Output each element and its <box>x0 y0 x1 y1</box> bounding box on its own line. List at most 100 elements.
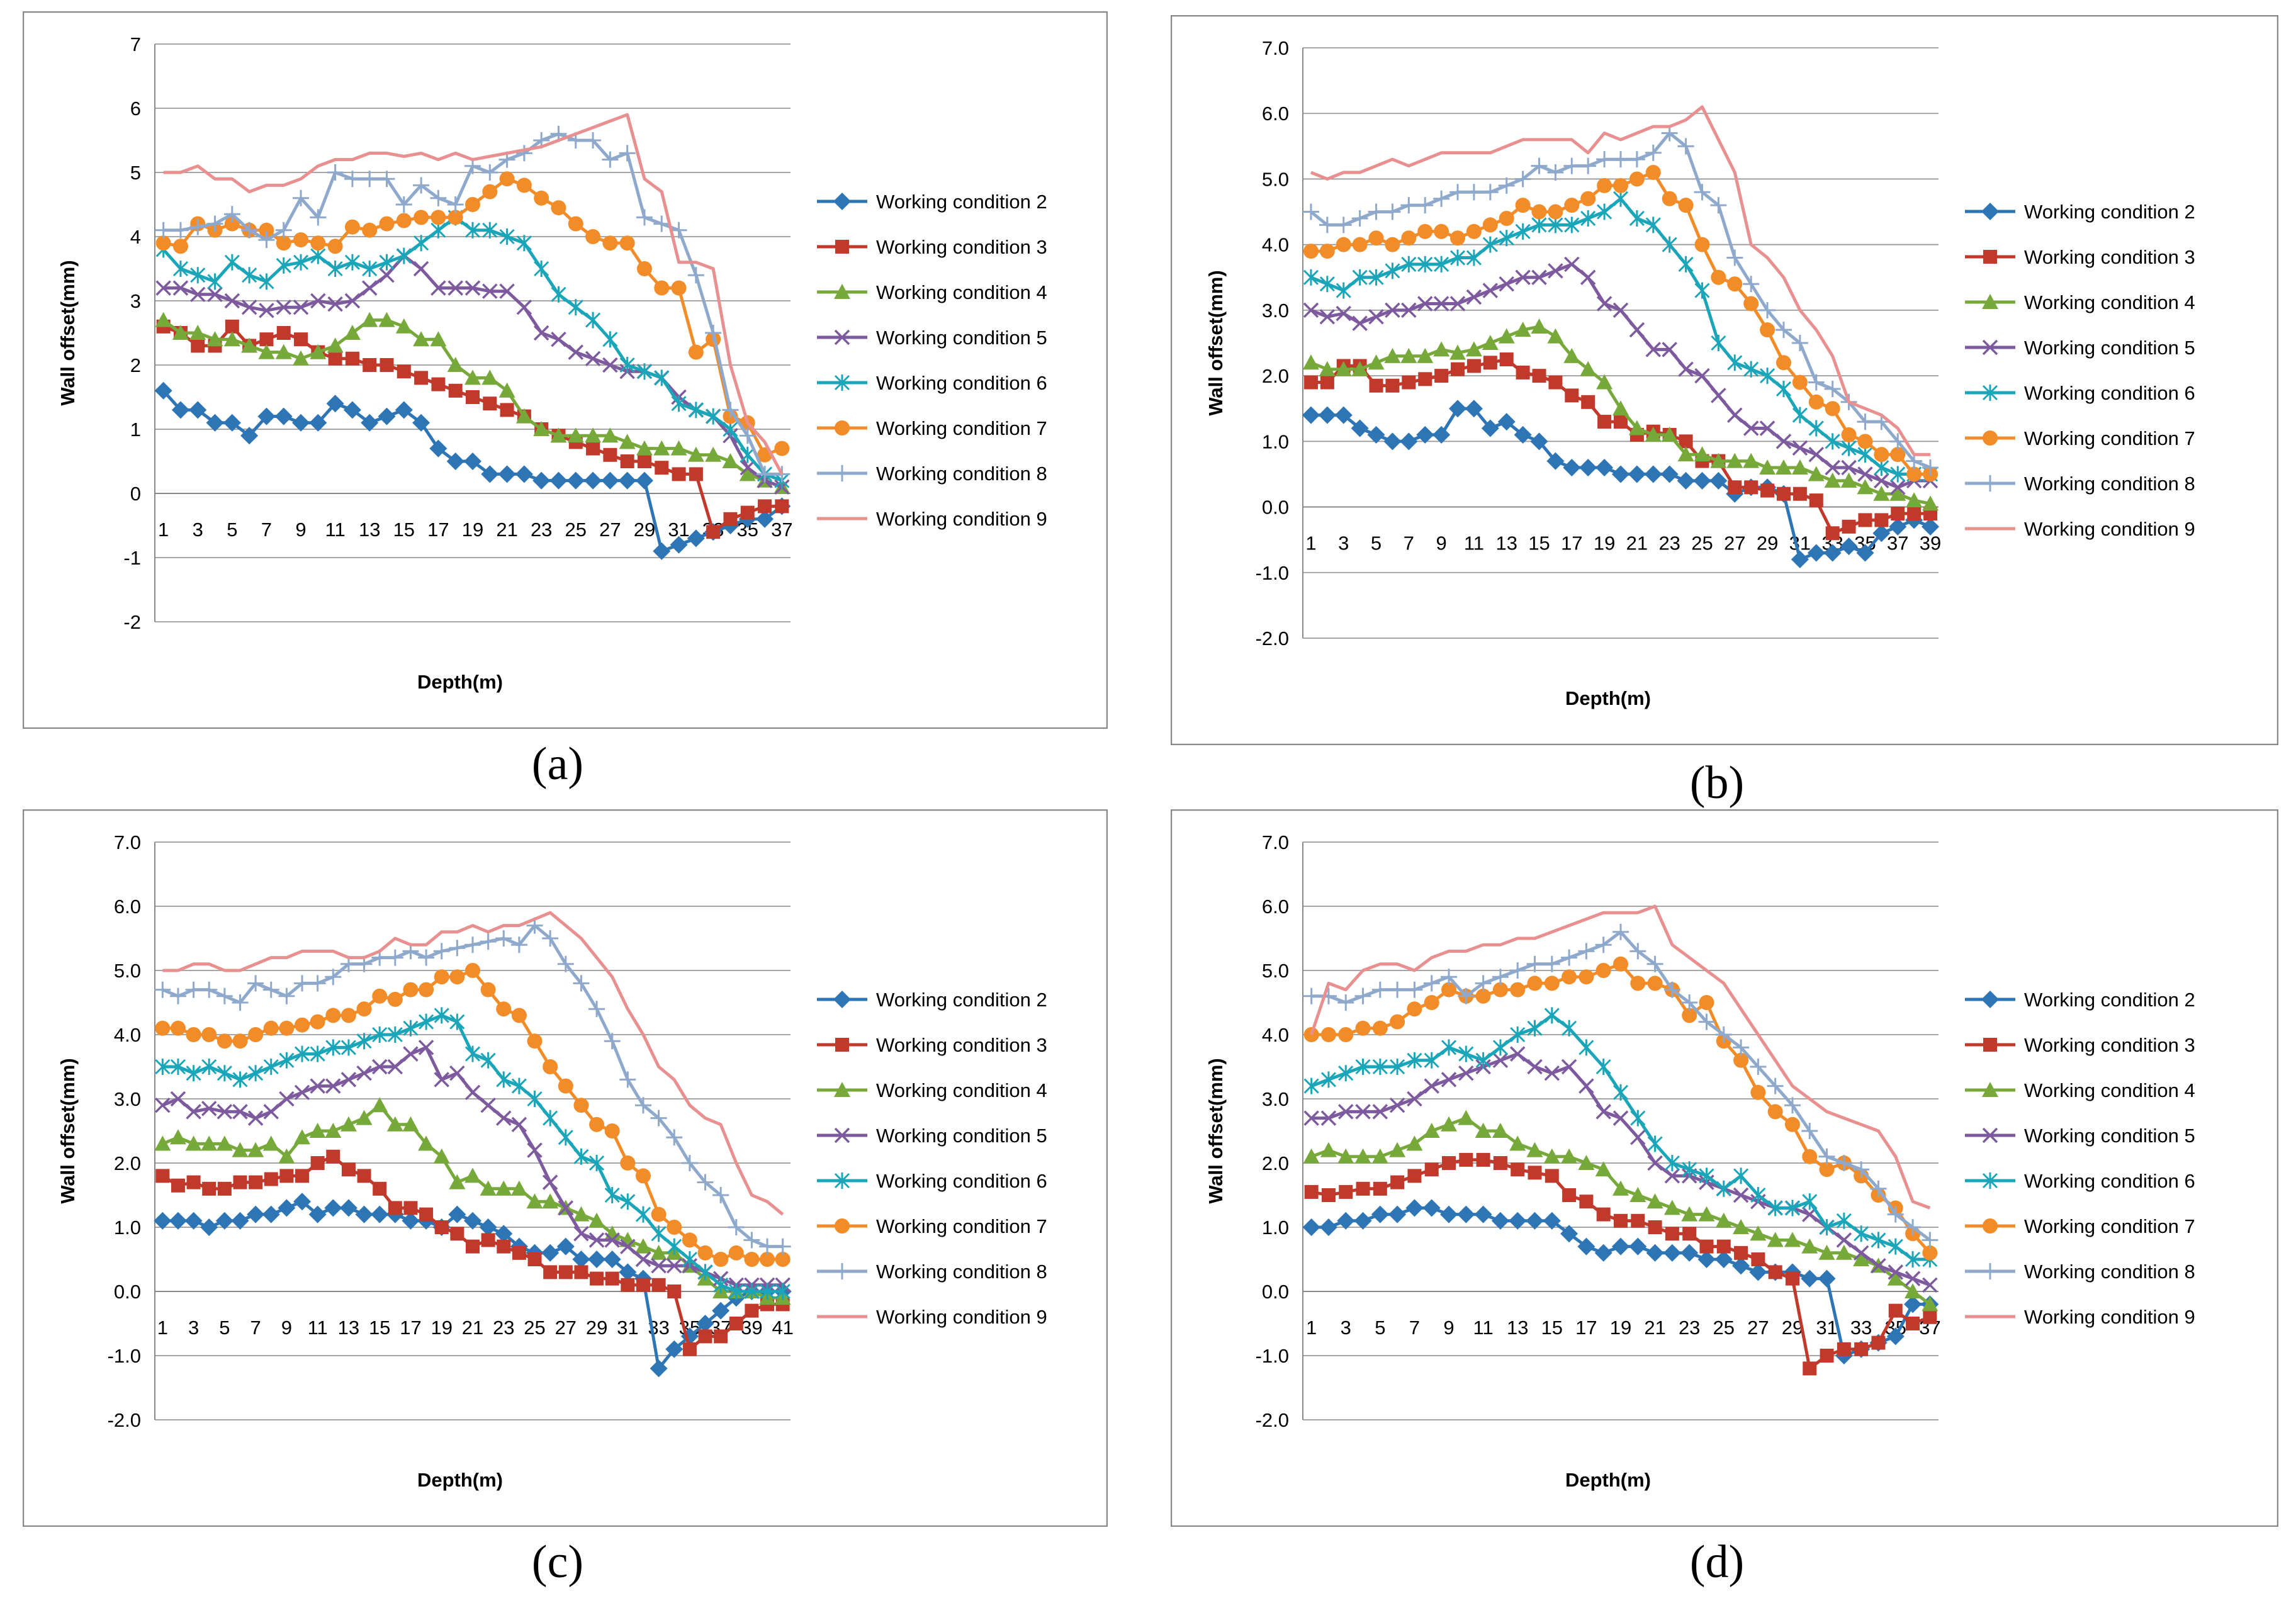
data-point <box>1449 249 1466 266</box>
x-tick-label: 27 <box>1747 1317 1769 1339</box>
data-point <box>1476 1152 1490 1167</box>
chart-b: -2.0-1.00.01.02.03.04.05.06.07.01 3 5 7 9 11 1… <box>1171 15 2278 745</box>
data-point <box>651 1278 666 1292</box>
data-point <box>1526 1142 1543 1157</box>
y-tick-label: 5.0 <box>1262 168 1289 190</box>
data-point <box>573 1225 589 1242</box>
data-point <box>1351 419 1369 437</box>
data-point <box>155 280 171 296</box>
series-line <box>162 911 784 1216</box>
data-point <box>729 1317 743 1330</box>
data-point <box>1906 466 1922 482</box>
data-point <box>653 215 670 232</box>
data-point <box>670 440 687 456</box>
data-point <box>1648 1220 1662 1234</box>
data-point <box>1888 1238 1903 1255</box>
data-point <box>1441 982 1457 998</box>
data-point <box>1531 204 1547 220</box>
x-tick-label: 5 <box>1375 1317 1385 1339</box>
data-point <box>620 1193 636 1210</box>
data-point <box>602 235 618 251</box>
data-point <box>1492 969 1509 986</box>
series-5 <box>1303 256 1939 495</box>
data-point <box>1578 969 1594 985</box>
data-point <box>1354 1212 1372 1230</box>
data-point <box>464 1084 481 1101</box>
legend-marker <box>1982 1172 1998 1189</box>
data-point <box>413 331 430 347</box>
y-tick-label: 6.0 <box>1262 103 1289 125</box>
data-point <box>568 299 583 316</box>
data-point <box>1406 1135 1423 1151</box>
data-point <box>1726 453 1743 468</box>
x-tick-label: 3 <box>188 1317 199 1339</box>
data-point <box>1906 1317 1920 1330</box>
data-point <box>1743 276 1760 293</box>
legend-marker <box>833 991 851 1008</box>
x-tick-label: 25 <box>524 1317 545 1339</box>
data-point <box>1596 296 1612 312</box>
data-point <box>1337 994 1354 1011</box>
data-point <box>357 1169 371 1183</box>
legend-marker <box>834 1127 850 1144</box>
data-point <box>371 1097 388 1113</box>
data-point <box>395 401 413 419</box>
data-point <box>744 1283 760 1300</box>
data-point <box>775 1283 791 1300</box>
data-point <box>1614 1213 1628 1228</box>
data-point <box>1509 962 1526 979</box>
x-tick-label: 7 <box>250 1317 261 1339</box>
data-point <box>355 1205 373 1223</box>
data-point <box>1630 1110 1646 1127</box>
data-point <box>1595 963 1611 978</box>
data-point <box>155 312 172 327</box>
data-point <box>1514 425 1532 444</box>
data-point <box>217 1033 232 1049</box>
data-point <box>1499 230 1514 247</box>
data-point <box>602 427 619 443</box>
series-8 <box>1303 923 1939 1249</box>
data-point <box>202 1181 217 1196</box>
data-point <box>293 1193 312 1211</box>
data-point <box>279 1091 295 1107</box>
data-point <box>1612 1084 1629 1101</box>
data-point <box>1874 513 1889 527</box>
data-point <box>223 331 240 347</box>
data-point <box>1531 216 1547 233</box>
data-point <box>418 1040 434 1055</box>
data-point <box>495 1180 512 1196</box>
data-point <box>169 1212 187 1230</box>
data-point <box>1384 347 1401 363</box>
data-point <box>386 949 403 966</box>
data-point <box>498 465 516 483</box>
data-point <box>1338 1027 1354 1042</box>
x-tick-label: 21 <box>1644 1317 1665 1339</box>
data-point <box>1432 425 1451 444</box>
data-point <box>655 461 669 475</box>
data-point <box>1922 459 1939 476</box>
y-axis-title: Wall offset(mm) <box>57 1058 79 1203</box>
data-point <box>430 331 447 347</box>
data-point <box>1458 1065 1474 1081</box>
data-point <box>328 351 342 366</box>
data-point <box>1808 374 1825 391</box>
data-point <box>1579 459 1597 477</box>
data-point <box>1417 223 1433 239</box>
data-point <box>1841 439 1857 456</box>
data-point <box>1792 407 1808 424</box>
data-point <box>712 1302 730 1320</box>
data-point <box>728 1245 744 1261</box>
data-point <box>496 1110 512 1126</box>
data-point <box>1818 1269 1836 1288</box>
legend-marker <box>1982 385 1998 401</box>
data-point <box>1596 1207 1611 1222</box>
data-point <box>1562 1020 1577 1037</box>
data-point <box>1351 210 1368 227</box>
data-point <box>217 1181 232 1196</box>
data-point <box>185 981 202 998</box>
data-point <box>1874 473 1889 489</box>
data-point <box>1857 446 1873 463</box>
data-point <box>1645 216 1661 233</box>
data-point <box>636 363 653 380</box>
data-point <box>1709 471 1728 490</box>
